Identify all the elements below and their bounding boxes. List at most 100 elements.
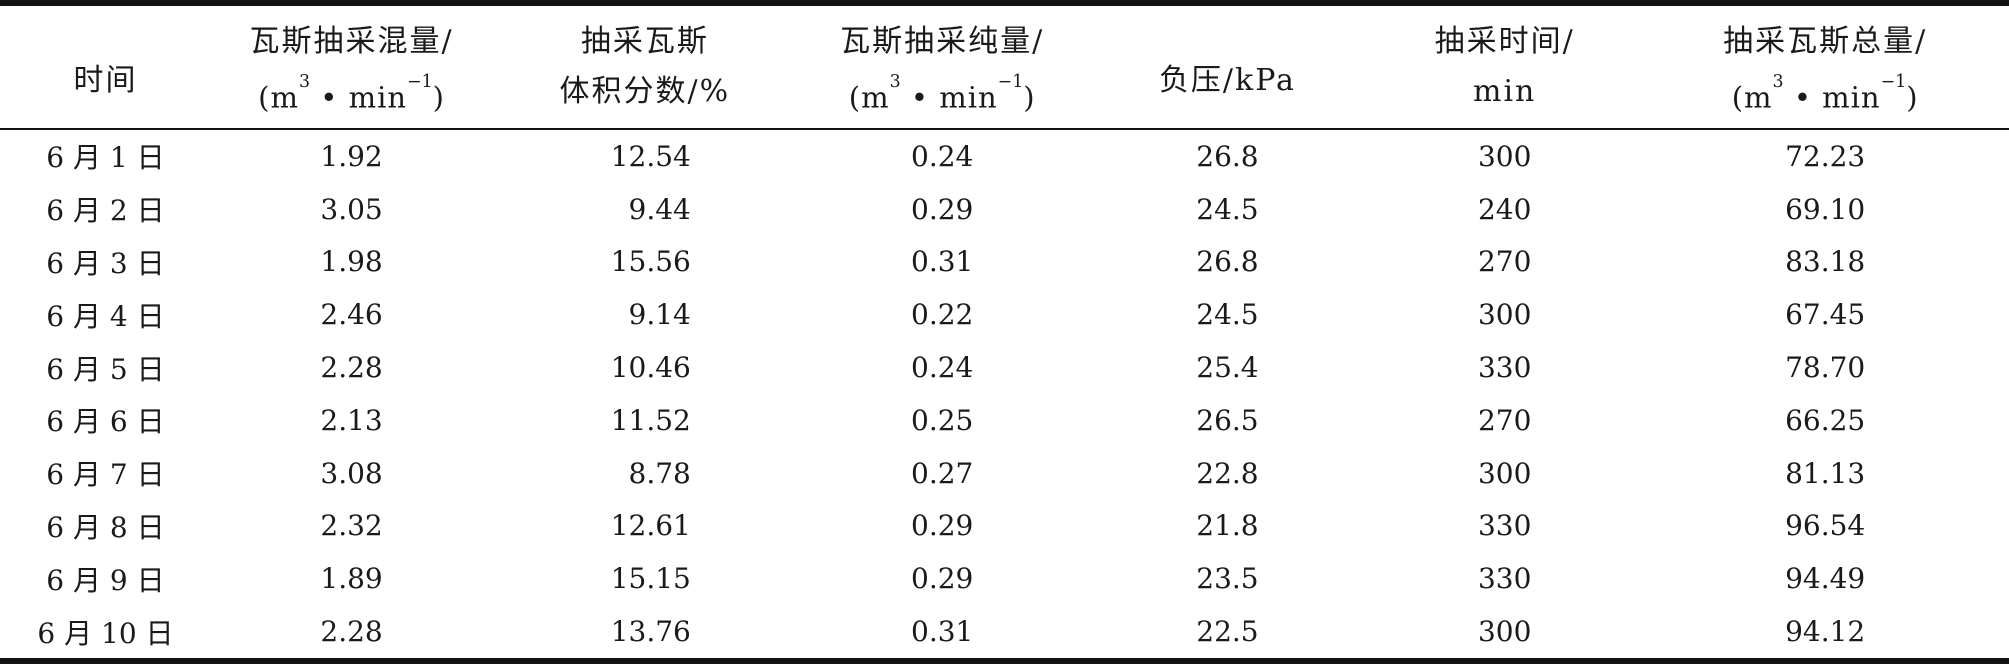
cell-pure_flow: 0.31 [911,615,974,649]
cell-extraction_time: 300 [1477,456,1532,490]
cell-extraction_time: 270 [1477,245,1532,279]
unit-superscript: −1 [997,72,1024,93]
header-label-line: min [1473,74,1537,109]
cell-total_gas: 96.54 [1785,509,1866,543]
cell-pure_flow: 0.27 [911,456,974,490]
decimal-aligned-value: 10.46 [610,351,691,385]
header-unit-line: (m3 • min−1) [848,72,1036,115]
unit-superscript: −1 [1880,72,1907,93]
cell-volume_fraction: 9.44 [492,183,797,236]
cell-total_gas: 67.45 [1785,298,1866,332]
cell-extraction_time: 330 [1477,351,1532,385]
header-label-line: 体积分数/% [559,74,731,109]
cell-date: 6 月 7 日 [46,458,165,492]
unit-superscript: 3 [1772,72,1784,93]
cell-extraction_time: 330 [1477,562,1532,596]
cell-negative_pressure: 24.5 [1196,298,1259,332]
column-header-extraction_time: 抽采时间/min [1368,3,1641,129]
table-row: 6 月 3 日 1.98 15.56 0.31 26.8 270 83.18 [0,236,2009,289]
decimal-aligned-value: 15.15 [610,562,691,596]
header-row: 时间 瓦斯抽采混量/ (m3 • min−1) 抽采瓦斯体积分数/% 瓦斯抽采纯量/ (m… [0,3,2009,129]
cell-volume_fraction: 15.15 [492,552,797,605]
header-label-line: 负压/kPa [1158,63,1296,98]
cell-mixed_flow: 2.28 [320,351,383,385]
cell-mixed_flow: 2.28 [320,615,383,649]
header-label-line: 抽采瓦斯总量/ [1723,24,1928,59]
column-header-mixed_flow: 瓦斯抽采混量/ (m3 • min−1) [211,3,492,129]
decimal-aligned-value: 9.44 [628,192,691,226]
cell-negative_pressure: 21.8 [1196,509,1259,543]
decimal-aligned-value: 11.52 [610,403,691,437]
cell-pure_flow: 0.29 [911,562,974,596]
cell-extraction_time: 300 [1477,615,1532,649]
cell-negative_pressure: 23.5 [1196,562,1259,596]
cell-mixed_flow: 2.32 [320,509,383,543]
cell-date: 6 月 10 日 [37,616,174,650]
cell-pure_flow: 0.29 [911,192,974,226]
decimal-aligned-value: 15.56 [610,245,691,279]
cell-volume_fraction: 9.14 [492,288,797,341]
table-row: 6 月 9 日 1.89 15.15 0.29 23.5 330 94.49 [0,552,2009,605]
cell-pure_flow: 0.31 [911,245,974,279]
table-row: 6 月 2 日 3.05 9.44 0.29 24.5 240 69.10 [0,183,2009,236]
cell-extraction_time: 300 [1477,139,1532,173]
header-label-line: 时间 [73,63,138,98]
cell-date: 6 月 2 日 [46,194,165,228]
table-row: 6 月 8 日 2.32 12.61 0.29 21.8 330 96.54 [0,500,2009,553]
cell-total_gas: 66.25 [1785,403,1866,437]
header-label-line: 抽采时间/ [1434,24,1575,59]
cell-volume_fraction: 12.54 [492,129,797,183]
cell-negative_pressure: 24.5 [1196,192,1259,226]
cell-date: 6 月 6 日 [46,405,165,439]
cell-negative_pressure: 25.4 [1196,351,1259,385]
cell-pure_flow: 0.24 [911,351,974,385]
table-row: 6 月 4 日 2.46 9.14 0.22 24.5 300 67.45 [0,288,2009,341]
header-label-line: 抽采瓦斯 [580,24,709,59]
table-body: 6 月 1 日 1.92 12.54 0.24 26.8 300 72.23 6 月 2 日 3… [0,129,2009,661]
header-label-line: 瓦斯抽采纯量/ [840,24,1045,59]
cell-date: 6 月 8 日 [46,510,165,544]
header-unit-line: (m3 • min−1) [1731,72,1919,115]
column-header-volume_fraction: 抽采瓦斯体积分数/% [492,3,797,129]
cell-volume_fraction: 8.78 [492,447,797,500]
cell-extraction_time: 300 [1477,298,1532,332]
table-row: 6 月 10 日 2.28 13.76 0.31 22.5 300 94.12 [0,605,2009,661]
cell-total_gas: 78.70 [1785,351,1866,385]
column-header-total_gas: 抽采瓦斯总量/ (m3 • min−1) [1641,3,2009,129]
cell-negative_pressure: 26.5 [1196,403,1259,437]
cell-mixed_flow: 1.89 [320,562,383,596]
cell-date: 6 月 9 日 [46,563,165,597]
decimal-aligned-value: 13.76 [610,615,691,649]
cell-volume_fraction: 12.61 [492,500,797,553]
cell-volume_fraction: 13.76 [492,605,797,661]
cell-pure_flow: 0.22 [911,298,974,332]
table-row: 6 月 7 日 3.08 8.78 0.27 22.8 300 81.13 [0,447,2009,500]
cell-extraction_time: 240 [1477,192,1532,226]
header-unit-line: (m3 • min−1) [258,72,445,115]
cell-volume_fraction: 15.56 [492,236,797,289]
header-label-line: 瓦斯抽采混量/ [249,24,454,59]
column-header-date: 时间 [0,3,211,129]
table-row: 6 月 6 日 2.13 11.52 0.25 26.5 270 66.25 [0,394,2009,447]
cell-mixed_flow: 2.46 [320,298,383,332]
column-header-negative_pressure: 负压/kPa [1087,3,1368,129]
cell-date: 6 月 3 日 [46,246,165,280]
cell-pure_flow: 0.29 [911,509,974,543]
table-row: 6 月 1 日 1.92 12.54 0.24 26.8 300 72.23 [0,129,2009,183]
table-header: 时间 瓦斯抽采混量/ (m3 • min−1) 抽采瓦斯体积分数/% 瓦斯抽采纯量/ (m… [0,3,2009,129]
decimal-aligned-value: 12.61 [610,509,691,543]
unit-superscript: 3 [889,72,901,93]
cell-extraction_time: 270 [1477,403,1532,437]
unit-superscript: 3 [298,72,311,93]
unit-superscript: −1 [407,72,433,93]
cell-date: 6 月 1 日 [46,141,165,175]
cell-negative_pressure: 26.8 [1196,139,1259,173]
cell-pure_flow: 0.24 [911,139,974,173]
table-row: 6 月 5 日 2.28 10.46 0.24 25.4 330 78.70 [0,341,2009,394]
cell-total_gas: 94.49 [1785,562,1866,596]
cell-total_gas: 72.23 [1785,139,1866,173]
cell-mixed_flow: 2.13 [320,403,383,437]
decimal-aligned-value: 8.78 [628,456,691,490]
